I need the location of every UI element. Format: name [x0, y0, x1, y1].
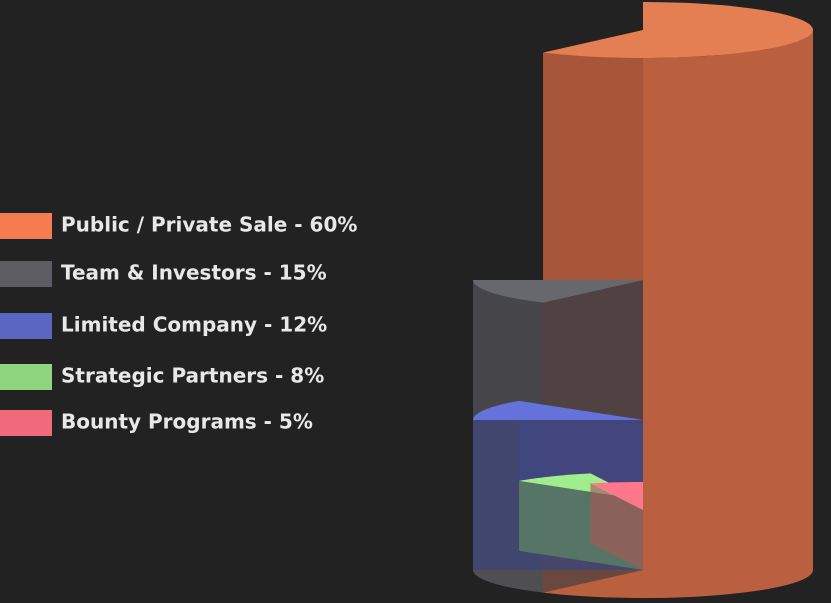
legend-label: Strategic Partners - 8%	[61, 364, 324, 388]
slice-top	[473, 280, 643, 303]
slice-top	[473, 400, 643, 420]
legend-swatch	[0, 213, 52, 239]
legend-swatch	[0, 261, 52, 287]
slice-wall	[590, 483, 643, 570]
slice	[590, 482, 643, 570]
legend-label: Team & Investors - 15%	[61, 261, 327, 285]
legend-label: Limited Company - 12%	[61, 313, 327, 337]
slice-top	[590, 482, 643, 510]
legend-label: Public / Private Sale - 60%	[61, 213, 357, 237]
legend-swatch	[0, 364, 52, 390]
slice-top	[543, 2, 813, 58]
legend-label: Bounty Programs - 5%	[61, 410, 313, 434]
legend-swatch	[0, 313, 52, 339]
legend-swatch	[0, 410, 52, 436]
